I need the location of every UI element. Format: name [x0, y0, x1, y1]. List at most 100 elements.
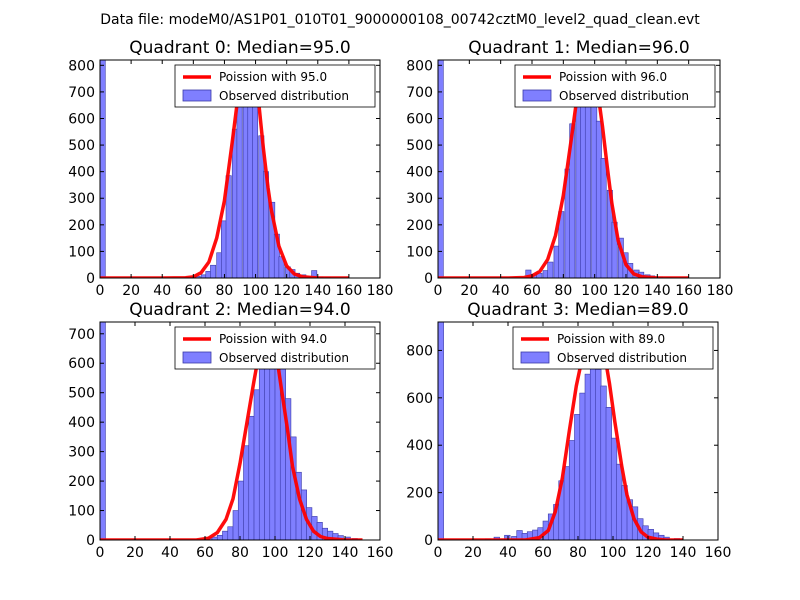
y-tick-label: 400 [68, 415, 95, 431]
histogram-bar [243, 445, 250, 540]
legend: Poission with 89.0 Observed distribution [512, 326, 714, 370]
x-tick-label: 0 [96, 283, 105, 299]
histogram-bar [232, 510, 239, 540]
histogram-bar [579, 392, 586, 540]
legend-curve-label: Poission with 95.0 [219, 70, 327, 84]
subplot-title: Quadrant 0: Median=95.0 [129, 38, 351, 58]
y-tick-label: 700 [68, 327, 95, 343]
y-tick-label: 500 [68, 138, 95, 154]
x-tick-label: 100 [262, 545, 289, 561]
x-tick-label: 180 [367, 283, 394, 299]
axes-frame [437, 59, 721, 279]
x-tick-label: 20 [126, 545, 144, 561]
y-tick-label: 800 [406, 343, 433, 359]
x-tick-label: 140 [332, 545, 359, 561]
y-tick-label: 100 [406, 244, 433, 260]
y-tick-label: 200 [406, 218, 433, 234]
legend-curve-label: Poission with 94.0 [219, 332, 327, 346]
x-tick-label: 40 [161, 545, 179, 561]
histogram-bar [605, 407, 612, 540]
histogram-bar [252, 104, 259, 278]
subplot-title: Quadrant 3: Median=89.0 [467, 300, 689, 320]
x-tick-label: 40 [499, 545, 517, 561]
y-tick-label: 0 [424, 533, 433, 549]
histogram-bar [568, 440, 576, 540]
legend-bar-swatch [520, 351, 550, 364]
y-tick-label: 700 [68, 85, 95, 101]
y-tick-label: 800 [406, 58, 433, 74]
histogram-bar [616, 463, 623, 540]
axes-frame [99, 59, 381, 279]
histogram-bar [227, 526, 234, 540]
subplot-title: Quadrant 1: Median=96.0 [468, 38, 690, 58]
x-tick-label: 140 [304, 283, 331, 299]
x-tick-label: 60 [196, 545, 214, 561]
y-tick-label: 600 [406, 391, 433, 407]
x-tick-label: 60 [184, 283, 202, 299]
histogram-bar [258, 362, 265, 540]
y-tick-label: 0 [86, 271, 95, 287]
histogram-bar [237, 480, 244, 540]
x-tick-label: 20 [460, 283, 478, 299]
x-tick-label: 80 [231, 545, 249, 561]
histogram-bar [610, 437, 618, 540]
legend-bar-label: Observed distribution [219, 89, 349, 103]
histogram-bar [563, 466, 570, 540]
legend-bar-swatch [522, 89, 552, 102]
y-tick-label: 300 [68, 445, 95, 461]
plot-area [438, 322, 683, 540]
legend-curve-label: Poission with 96.0 [559, 70, 667, 84]
x-tick-label: 120 [635, 545, 662, 561]
x-tick-label: 160 [336, 283, 363, 299]
x-tick-label: 80 [569, 545, 587, 561]
legend-bar-swatch [182, 89, 212, 102]
x-tick-label: 0 [434, 545, 443, 561]
histogram-bar [253, 389, 260, 540]
y-tick-label: 0 [424, 271, 433, 287]
legend-bar-label: Observed distribution [219, 351, 349, 365]
subplot-grid: Quadrant 0: Median=95.00 20 40 60 80 100 120 14… [68, 38, 733, 561]
legend: Poission with 96.0 Observed distribution [514, 64, 716, 108]
x-tick-label: 160 [705, 545, 732, 561]
y-tick-label: 800 [68, 58, 95, 74]
legend-bar-swatch [182, 351, 212, 364]
histogram-bar [236, 88, 243, 278]
y-tick-label: 300 [406, 191, 433, 207]
x-tick-label: 120 [613, 283, 640, 299]
histogram-bar-zero-bin [438, 60, 444, 278]
y-tick-label: 400 [68, 165, 95, 181]
subplot-title: Quadrant 2: Median=94.0 [129, 300, 351, 320]
x-tick-label: 100 [600, 545, 627, 561]
x-tick-label: 0 [434, 283, 443, 299]
x-tick-label: 80 [554, 283, 572, 299]
histogram-bar [216, 534, 223, 540]
histogram-bar-zero-bin [438, 322, 444, 540]
y-tick-label: 400 [406, 438, 433, 454]
histogram-bar [595, 369, 602, 540]
subplot-quadrant-0: Quadrant 0: Median=95.00 20 40 60 80 100 120 14… [68, 38, 393, 299]
x-tick-label: 100 [242, 283, 269, 299]
histogram-bar [222, 530, 229, 540]
histogram-bar [264, 345, 271, 540]
histogram-bar [574, 414, 581, 540]
x-tick-label: 140 [644, 283, 671, 299]
histogram-bar [248, 415, 255, 540]
x-tick-label: 60 [523, 283, 541, 299]
y-tick-label: 200 [68, 218, 95, 234]
histogram-bar [210, 264, 217, 278]
x-tick-label: 80 [216, 283, 234, 299]
subplot-quadrant-3: Quadrant 3: Median=89.0 0 20 40 60 80 100 120 14… [406, 300, 731, 561]
x-tick-label: 100 [581, 283, 608, 299]
x-tick-label: 20 [464, 545, 482, 561]
y-tick-label: 600 [406, 111, 433, 127]
histogram-bar [547, 261, 554, 278]
legend-bar-label: Observed distribution [557, 351, 687, 365]
x-tick-label: 160 [675, 283, 702, 299]
subplot-quadrant-1: Quadrant 1: Median=96.0 0 20 40 60 80 100 120 14… [406, 38, 733, 299]
legend-bar-label: Observed distribution [559, 89, 689, 103]
y-tick-label: 100 [68, 504, 95, 520]
x-tick-label: 40 [153, 283, 171, 299]
x-tick-label: 0 [96, 545, 105, 561]
subplot-quadrant-2: Quadrant 2: Median=94.0 0 20 40 60 80 100 120 14… [68, 300, 393, 561]
